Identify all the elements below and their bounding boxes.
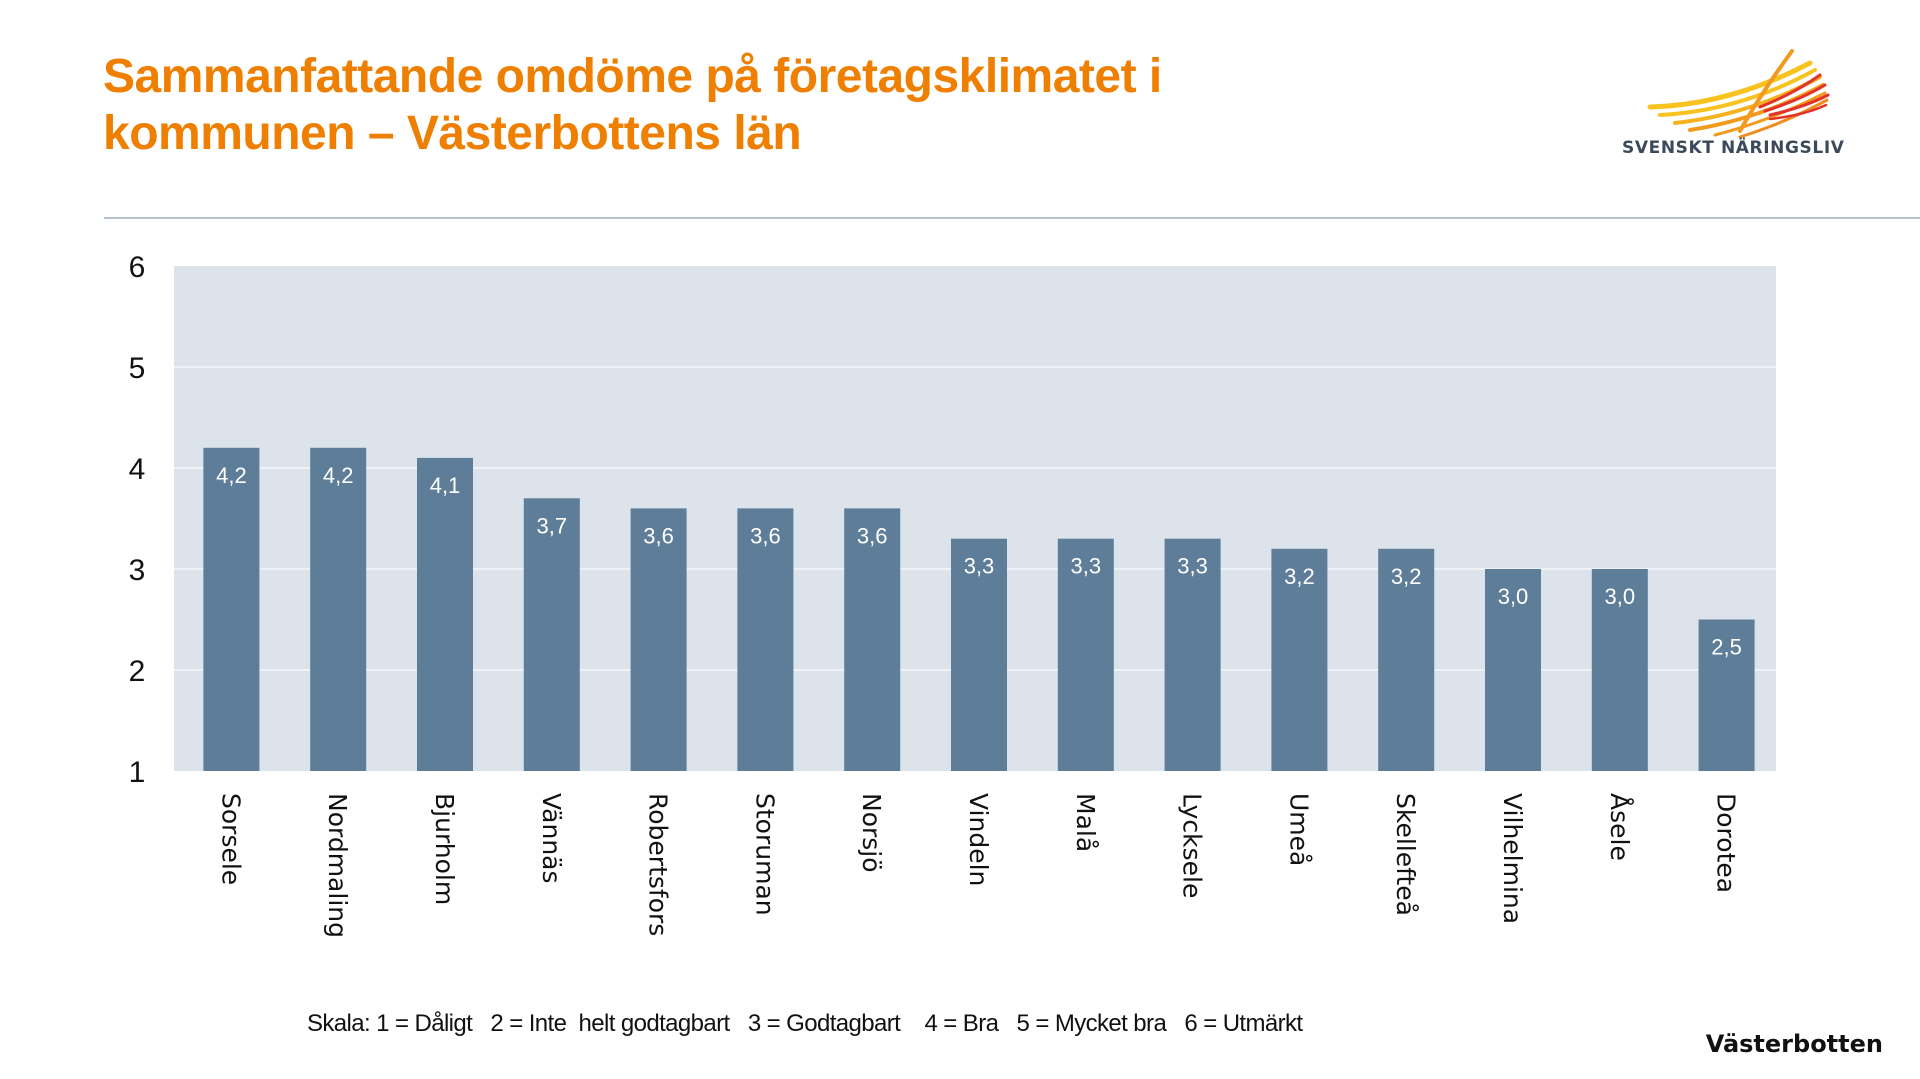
bar-value-label: 3,2 xyxy=(1284,564,1315,589)
x-tick-label: Lycksele xyxy=(1178,793,1207,898)
x-tick-label: Vilhelmina xyxy=(1498,793,1527,924)
bar-value-label: 3,3 xyxy=(1071,554,1102,579)
region-label: Västerbotten xyxy=(1705,1030,1883,1058)
bar xyxy=(1057,538,1114,771)
x-tick-label: Vindeln xyxy=(964,793,993,886)
bar-value-label: 2,5 xyxy=(1711,635,1742,660)
x-tick-label: Skellefteå xyxy=(1391,793,1420,916)
bar-value-label: 3,3 xyxy=(1177,554,1208,579)
bar-value-label: 3,6 xyxy=(857,523,888,548)
bar-value-label: 3,0 xyxy=(1498,584,1529,609)
y-tick-label: 2 xyxy=(129,655,146,688)
bar xyxy=(1485,569,1541,771)
y-tick-label: 1 xyxy=(129,756,146,789)
bar xyxy=(1378,548,1435,771)
logo-text: SVENSKT NÄRINGSLIV xyxy=(1622,138,1845,158)
x-tick-label: Sorsele xyxy=(216,793,245,885)
bar-value-label: 3,0 xyxy=(1605,584,1636,609)
bar-value-label: 3,6 xyxy=(643,523,674,548)
bar-value-label: 4,2 xyxy=(216,463,247,488)
page-title: Sammanfattande omdöme på företagsklimate… xyxy=(103,48,1403,162)
bar xyxy=(523,498,580,771)
bar-value-label: 3,2 xyxy=(1391,564,1422,589)
x-tick-label: Vännäs xyxy=(537,793,566,884)
y-tick-label: 6 xyxy=(129,251,146,284)
y-tick-label: 3 xyxy=(129,554,146,587)
title-line-1: Sammanfattande omdöme på företagsklimate… xyxy=(103,50,1162,103)
x-tick-label: Storuman xyxy=(750,793,779,916)
scale-legend: Skala: 1 = Dåligt 2 = Inte helt godtagba… xyxy=(307,1010,1303,1037)
x-tick-label: Malå xyxy=(1071,793,1100,852)
x-tick-label: Umeå xyxy=(1284,793,1313,866)
bar-chart: 1 2 3 4 5 6 4,2 Sorsele 4,2 Nordmaling 4,1 Bjurholm… xyxy=(129,251,1776,938)
bar xyxy=(1164,538,1221,771)
x-tick-label: Bjurholm xyxy=(430,793,459,905)
bar-value-label: 3,6 xyxy=(750,523,781,548)
bar-value-label: 4,2 xyxy=(323,463,354,488)
bar xyxy=(310,447,367,771)
svenskt-naringsliv-logo xyxy=(1647,49,1830,139)
wing-icon xyxy=(1647,49,1830,139)
y-tick-label: 4 xyxy=(129,453,146,486)
x-tick-label: Dorotea xyxy=(1712,793,1741,893)
x-tick-label: Norsjö xyxy=(857,793,886,873)
bar xyxy=(203,447,260,771)
bar-value-label: 3,3 xyxy=(964,554,995,579)
bar xyxy=(1271,548,1328,771)
title-line-2: kommunen – Västerbottens län xyxy=(103,107,802,160)
bar-value-label: 3,7 xyxy=(537,513,568,538)
bar xyxy=(1591,569,1648,771)
x-tick-label: Åsele xyxy=(1605,793,1634,861)
bar xyxy=(951,538,1007,771)
header-divider xyxy=(104,217,1920,219)
bar xyxy=(1698,619,1755,771)
bar xyxy=(417,457,473,771)
bar xyxy=(630,508,687,771)
y-tick-label: 5 xyxy=(129,352,146,385)
bar xyxy=(737,508,794,771)
bar-value-label: 4,1 xyxy=(430,473,461,498)
x-tick-label: Robertsfors xyxy=(644,793,673,936)
bar xyxy=(844,508,901,771)
x-tick-label: Nordmaling xyxy=(323,793,352,938)
